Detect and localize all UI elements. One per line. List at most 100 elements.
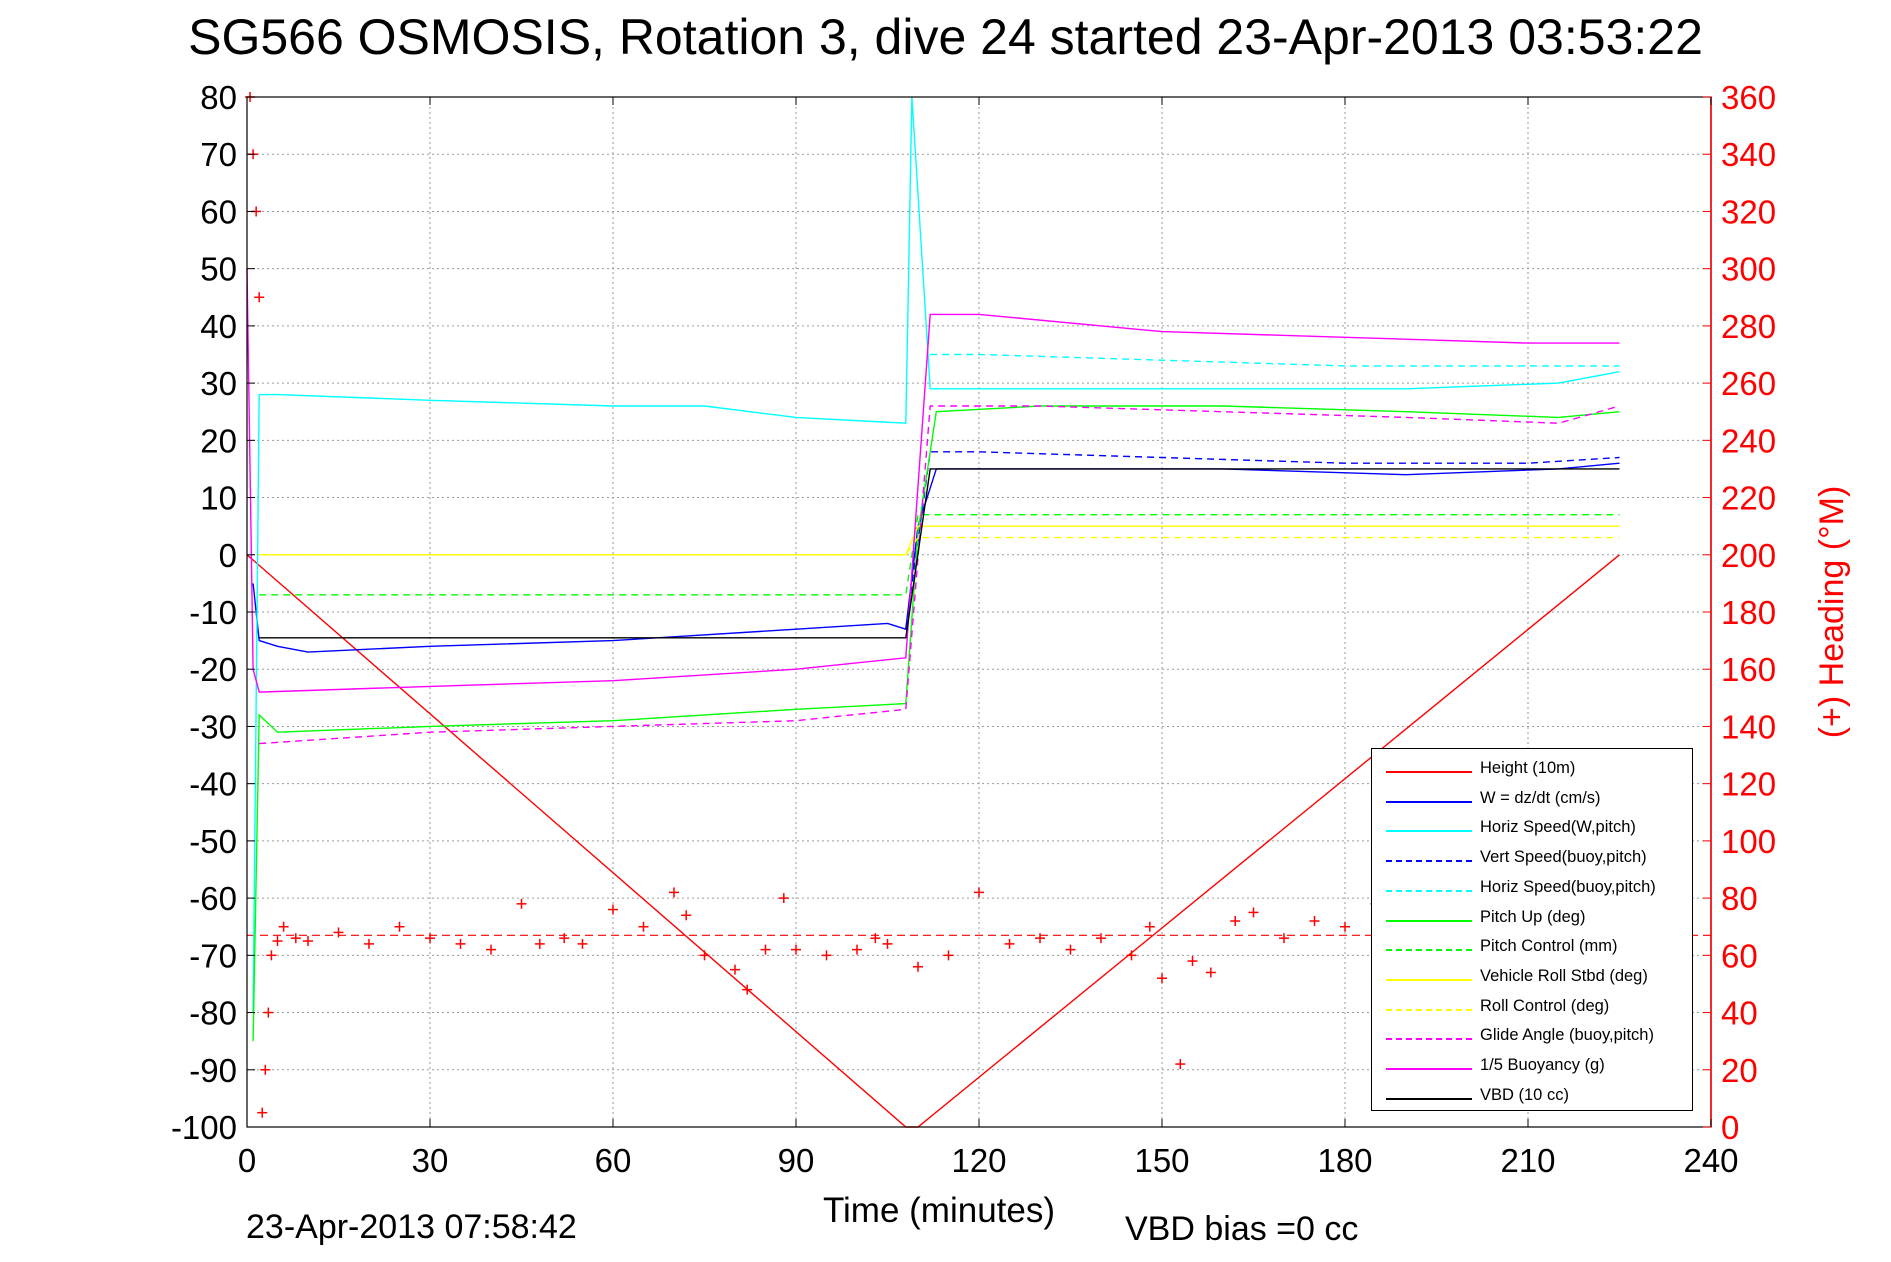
legend-label: Pitch Control (mm) (1480, 937, 1618, 956)
x-tick-label: 210 (1500, 1142, 1555, 1179)
y-tick-label-right: 180 (1721, 594, 1776, 631)
y-tick-label-right: 200 (1721, 537, 1776, 574)
y-tick-label-left: 70 (200, 136, 237, 173)
y-tick-label-right: 260 (1721, 365, 1776, 402)
heading-point (534, 938, 545, 949)
y-tick-label-right: 120 (1721, 766, 1776, 803)
heading-point (486, 944, 496, 955)
legend-swatch (1386, 978, 1472, 981)
legend-swatch (1386, 889, 1472, 892)
heading-point (577, 938, 588, 949)
legend-label: Height (10m) (1480, 759, 1576, 777)
x-tick-label: 30 (412, 1142, 449, 1179)
heading-point (1035, 933, 1045, 944)
heading-point (1126, 950, 1137, 961)
heading-point (681, 910, 692, 921)
y-tick-label-left: -60 (189, 880, 237, 917)
chart-title: SG566 OSMOSIS, Rotation 3, dive 24 start… (188, 9, 1703, 65)
heading-point (870, 933, 881, 944)
heading-point (1004, 938, 1015, 949)
legend-swatch (1386, 1097, 1472, 1100)
legend-label: 1/5 Buoyancy (g) (1480, 1056, 1605, 1074)
heading-point (821, 950, 832, 961)
legend-item: Horiz Speed(W,pitch) (1372, 816, 1692, 846)
y-tick-label-left: 40 (200, 308, 237, 345)
y-tick-label-right: 160 (1721, 651, 1776, 688)
x-tick-label: 60 (595, 1142, 632, 1179)
legend-label: Vehicle Roll Stbd (deg) (1480, 966, 1648, 985)
y-tick-label-left: -20 (189, 651, 237, 688)
heading-point (278, 921, 289, 932)
heading-point (516, 898, 527, 909)
series-line-11 (246, 268, 1620, 693)
heading-point (608, 904, 618, 915)
legend-item: Horiz Speed(buoy,pitch) (1372, 876, 1692, 906)
heading-point (943, 950, 954, 961)
heading-point (254, 292, 265, 303)
heading-point (699, 950, 710, 961)
x-tick-label: 90 (778, 1142, 815, 1179)
series-line-7 (259, 514, 1620, 596)
heading-point (913, 961, 923, 972)
legend-item: Height (10m) (1372, 757, 1692, 787)
axes: 0 30 60 90 120 150 180 210 24080706050403020100-… (171, 79, 1851, 1230)
legend-label: Roll Control (deg) (1480, 996, 1610, 1015)
y-tick-label-right: 320 (1721, 193, 1776, 230)
heading-point (455, 938, 466, 949)
heading-point (272, 936, 283, 947)
legend-swatch (1386, 1038, 1472, 1041)
heading-point (260, 1064, 271, 1075)
heading-point (290, 933, 301, 944)
series-line-4 (905, 451, 1620, 630)
series-line-10 (259, 405, 1620, 745)
legend-item: W = dz/dt (cm/s) (1372, 787, 1692, 817)
legend-swatch (1386, 771, 1472, 773)
heading-point (1230, 916, 1241, 926)
legend-item: Glide Angle (buoy,pitch) (1372, 1024, 1692, 1054)
x-tick-label: 180 (1317, 1142, 1372, 1179)
legend-swatch (1386, 860, 1472, 863)
heading-point (638, 921, 649, 932)
y-tick-label-left: 20 (200, 422, 237, 459)
y-tick-label-right: 360 (1721, 79, 1776, 116)
heading-point (974, 887, 984, 898)
heading-point (1205, 967, 1216, 978)
heading-point (1157, 973, 1167, 984)
legend-item: Vehicle Roll Stbd (deg) (1372, 965, 1692, 995)
legend-swatch (1386, 830, 1472, 833)
y-tick-label-left: -50 (189, 823, 237, 860)
legend-label: Glide Angle (buoy,pitch) (1480, 1026, 1654, 1045)
heading-point (852, 944, 862, 955)
y-tick-label-left: 0 (219, 537, 237, 574)
heading-point (266, 950, 277, 961)
footer-date: 23-Apr-2013 07:58:42 (246, 1208, 577, 1246)
legend-label: VBD (10 cc) (1480, 1085, 1569, 1104)
heading-point (1340, 921, 1350, 932)
x-tick-label: 120 (951, 1142, 1006, 1179)
y-tick-label-left: -100 (171, 1109, 237, 1146)
y-tick-label-right: 300 (1721, 251, 1776, 288)
legend-label: Horiz Speed(buoy,pitch) (1480, 877, 1656, 896)
x-tick-label: 240 (1683, 1142, 1738, 1179)
legend-swatch (1386, 1068, 1472, 1070)
series-line-12 (259, 468, 1620, 639)
heading-point (669, 887, 679, 898)
legend-label: Horiz Speed(W,pitch) (1480, 818, 1636, 837)
heading-point (333, 927, 344, 938)
heading-point (1175, 1059, 1186, 1070)
legend-item: Roll Control (deg) (1372, 995, 1692, 1025)
heading-point (882, 938, 893, 949)
heading-point (364, 938, 374, 949)
y-tick-label-right: 60 (1721, 937, 1758, 974)
y-tick-label-right: 80 (1721, 880, 1758, 917)
y-tick-label-right: 340 (1721, 136, 1776, 173)
heading-point (1248, 907, 1259, 918)
series-line-8 (259, 525, 1620, 556)
y-tick-label-left: 50 (200, 251, 237, 288)
legend-item: Pitch Control (mm) (1372, 935, 1692, 965)
y-tick-label-left: -30 (189, 708, 237, 745)
series-line-3 (252, 96, 1620, 1013)
y-tick-label-right: 140 (1721, 708, 1776, 745)
heading-point (730, 964, 740, 975)
